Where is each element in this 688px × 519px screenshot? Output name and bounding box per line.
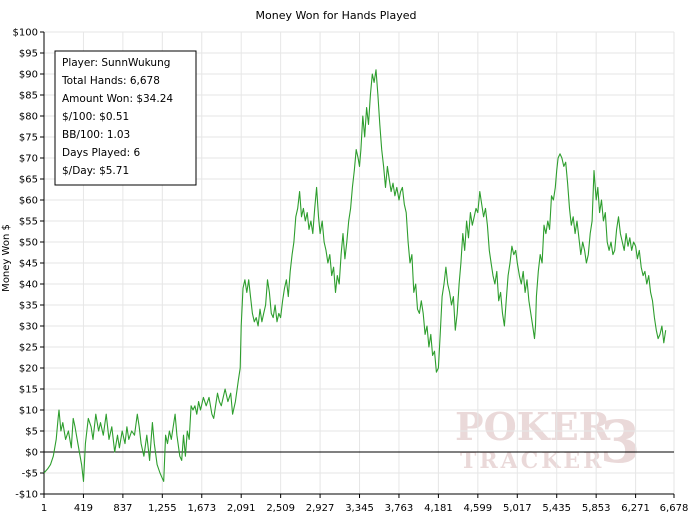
x-tick-label: 3,345 bbox=[345, 503, 374, 514]
x-tick-label: 5,017 bbox=[503, 503, 532, 514]
y-tick-label: $40 bbox=[19, 280, 38, 291]
stat-player: Player: SunnWukung bbox=[62, 57, 170, 69]
y-axis-ticks: -$10 -$5 $0 $5 $10 $15 $20 $25 $30 $35 $40 $45 $50 $5… bbox=[13, 28, 44, 501]
x-tick-label: 6,678 bbox=[660, 503, 688, 514]
watermark-poker-text: POKER bbox=[455, 404, 611, 449]
y-tick-label: $100 bbox=[13, 28, 38, 39]
x-tick-label: 2,509 bbox=[266, 503, 295, 514]
player-stats-box: Player: SunnWukung Total Hands: 6,678 Am… bbox=[54, 50, 197, 186]
y-tick-label: $0 bbox=[25, 448, 38, 459]
y-tick-label: $55 bbox=[19, 217, 38, 228]
watermark-digit-text: 3 bbox=[600, 408, 640, 476]
y-tick-label: $35 bbox=[19, 301, 38, 312]
x-tick-label: 3,763 bbox=[385, 503, 414, 514]
y-tick-label: $50 bbox=[19, 238, 38, 249]
stat-bb-per-100: BB/100: 1.03 bbox=[62, 129, 130, 141]
money-won-series-line bbox=[43, 69, 667, 482]
x-tick-label: 2,091 bbox=[227, 503, 256, 514]
stat-days-played: Days Played: 6 bbox=[62, 147, 140, 159]
x-tick-label: 1,255 bbox=[148, 503, 177, 514]
stat-dollars-per-100: $/100: $0.51 bbox=[62, 111, 129, 123]
x-tick-label: 5,435 bbox=[542, 503, 571, 514]
stat-total-hands: Total Hands: 6,678 bbox=[61, 75, 160, 87]
x-axis-ticks: 1 419 837 1,255 1,673 2,091 2,509 2,927 3,345 3,7… bbox=[41, 494, 688, 514]
chart-title: Money Won for Hands Played bbox=[256, 9, 417, 22]
y-tick-label: -$5 bbox=[22, 469, 38, 480]
y-tick-label: $5 bbox=[25, 427, 38, 438]
stat-dollars-per-day: $/Day: $5.71 bbox=[62, 165, 129, 177]
y-tick-label: $10 bbox=[19, 406, 38, 417]
x-tick-label: 837 bbox=[113, 503, 132, 514]
x-tick-label: 2,927 bbox=[306, 503, 335, 514]
y-tick-label: $25 bbox=[19, 343, 38, 354]
stats-box-frame bbox=[54, 50, 197, 186]
x-tick-label: 6,271 bbox=[621, 503, 650, 514]
poker-tracker-watermark: POKER TRACKER 3 bbox=[455, 404, 640, 476]
stat-amount-won: Amount Won: $34.24 bbox=[62, 93, 173, 105]
y-tick-label: $30 bbox=[19, 322, 38, 333]
y-tick-label: $95 bbox=[19, 49, 38, 60]
y-axis-label: Money Won $ bbox=[1, 224, 12, 292]
y-tick-label: $85 bbox=[19, 91, 38, 102]
x-tick-label: 4,181 bbox=[424, 503, 453, 514]
y-tick-label: $15 bbox=[19, 385, 38, 396]
y-tick-label: $60 bbox=[19, 196, 38, 207]
y-tick-label: $70 bbox=[19, 154, 38, 165]
series-group bbox=[43, 69, 667, 482]
x-tick-label: 4,599 bbox=[464, 503, 493, 514]
y-tick-label: $65 bbox=[19, 175, 38, 186]
y-tick-label: -$10 bbox=[15, 490, 38, 501]
y-tick-label: $75 bbox=[19, 133, 38, 144]
x-tick-label: 419 bbox=[74, 503, 93, 514]
y-tick-label: $20 bbox=[19, 364, 38, 375]
x-tick-label: 5,853 bbox=[582, 503, 611, 514]
x-tick-label: 1 bbox=[41, 503, 47, 514]
y-tick-label: $45 bbox=[19, 259, 38, 270]
y-tick-label: $90 bbox=[19, 70, 38, 81]
y-tick-label: $80 bbox=[19, 112, 38, 123]
x-tick-label: 1,673 bbox=[187, 503, 216, 514]
